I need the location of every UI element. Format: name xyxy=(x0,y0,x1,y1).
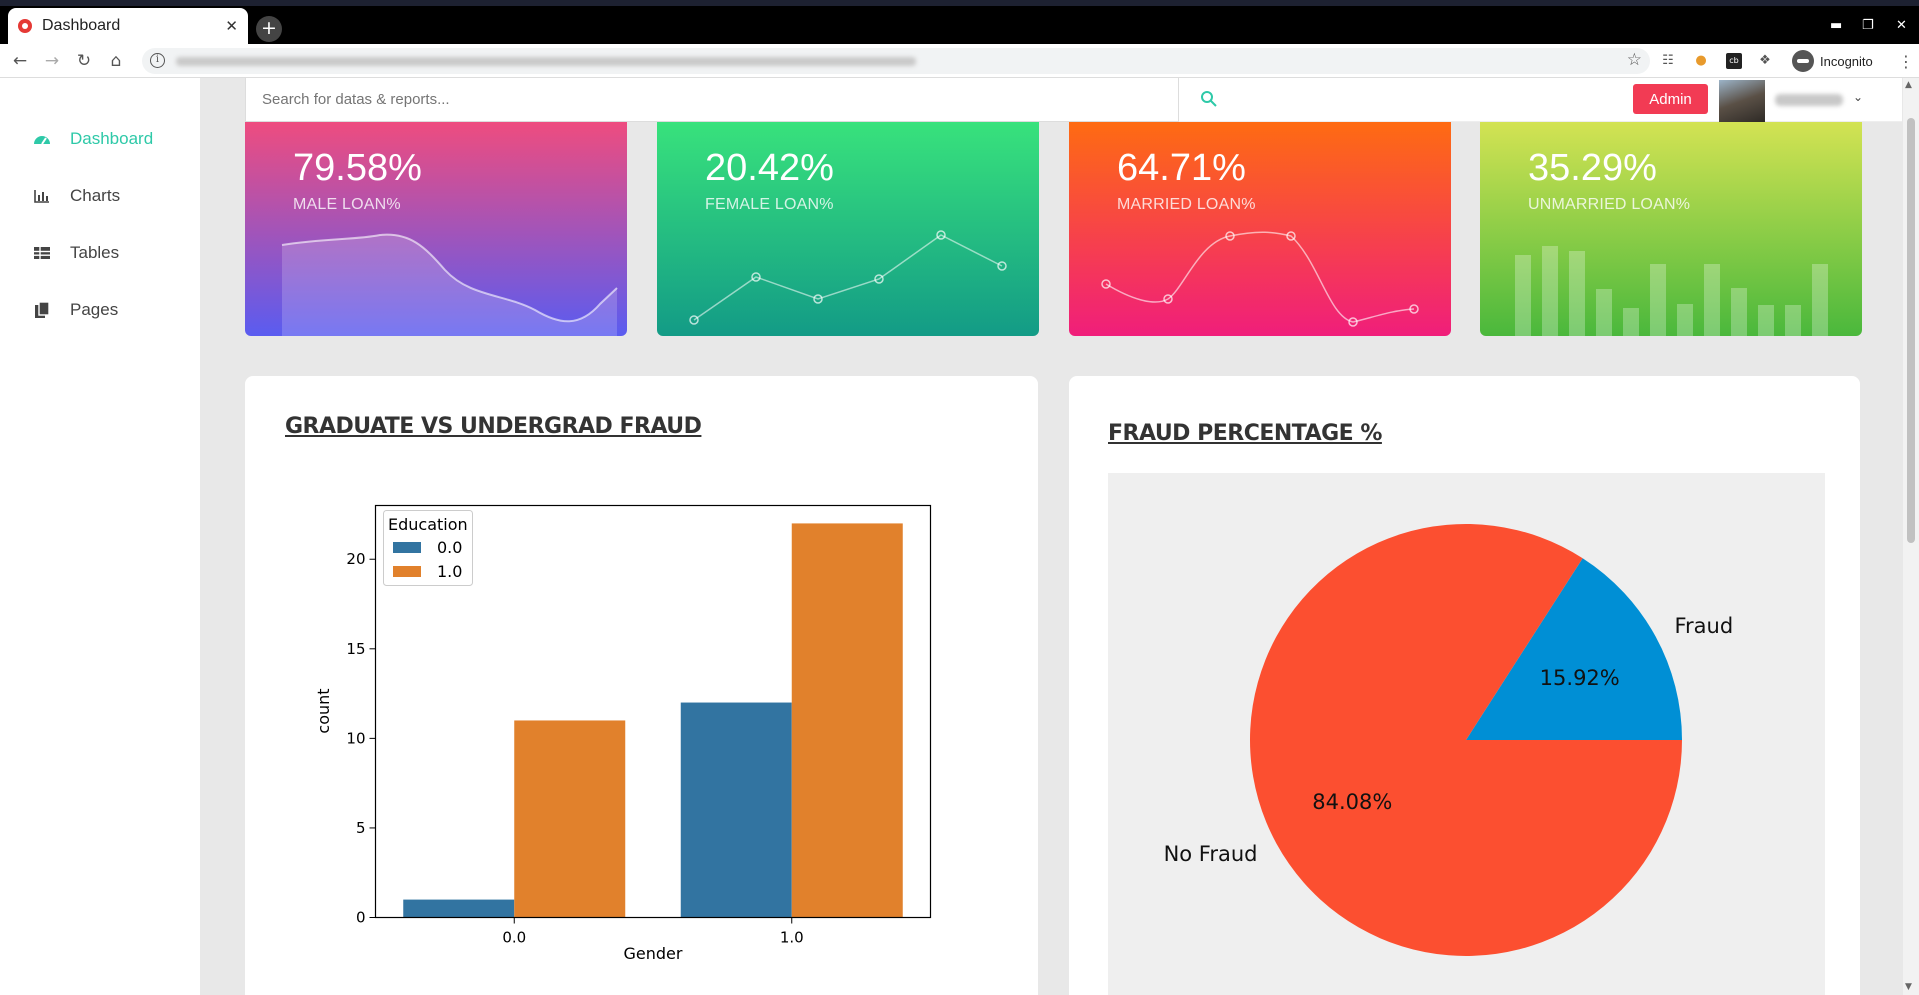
new-tab-button[interactable]: + xyxy=(256,16,282,42)
search-icon[interactable] xyxy=(1200,90,1218,108)
male-loan-sparkline xyxy=(281,233,618,336)
browser-tab[interactable]: Dashboard ✕ xyxy=(8,8,248,44)
table-icon xyxy=(34,247,50,259)
card-label: UNMARRIED LOAN% xyxy=(1528,196,1691,213)
sidebar-item-label: Dashboard xyxy=(70,129,154,148)
cookie-extension-icon[interactable]: ● xyxy=(1695,53,1707,68)
card-value: 20.42% xyxy=(705,147,834,189)
sidebar-item-label: Pages xyxy=(70,300,119,319)
y-tick-label: 20 xyxy=(346,550,365,568)
minimize-icon[interactable]: ▬ xyxy=(1830,18,1843,33)
pie-slice-no-fraud xyxy=(1250,524,1682,956)
bar-chart-icon xyxy=(34,190,49,203)
tab-title: Dashboard xyxy=(42,17,121,34)
sidebar-item-label: Tables xyxy=(70,243,120,262)
address-bar[interactable]: i ☆ xyxy=(142,48,1650,74)
fraud-percentage-panel: FRAUD PERCENTAGE % 15.92% Fraud 84.08% No F… xyxy=(1069,376,1860,995)
restore-icon[interactable]: ❐ xyxy=(1862,18,1874,33)
bar-0.0-1.0 xyxy=(680,702,792,918)
married-loan-sparkline xyxy=(1101,231,1419,327)
user-name-blurred[interactable] xyxy=(1775,94,1843,106)
bar-1.0-0.0 xyxy=(514,720,626,918)
address-url-blurred xyxy=(176,57,916,66)
stat-card-female-loan: 20.42% FEMALE LOAN% xyxy=(657,122,1039,336)
scroll-up-icon[interactable]: ▲ xyxy=(1905,80,1912,90)
card-label: MALE LOAN% xyxy=(293,196,401,213)
sidebar-item-pages[interactable]: Pages xyxy=(32,298,118,322)
stat-card-male-loan: 79.58% MALE LOAN% xyxy=(245,122,627,336)
search-input[interactable] xyxy=(245,78,1179,122)
avatar[interactable] xyxy=(1719,80,1765,122)
x-axis-label: Gender xyxy=(624,944,683,963)
browser-toolbar: ← → ↻ ⌂ i ☆ ☷ ● cb ❖ Incognito ⋮ xyxy=(0,44,1919,78)
sidebar-item-dashboard[interactable]: Dashboard xyxy=(32,127,153,151)
chevron-down-icon[interactable]: ⌄ xyxy=(1853,90,1864,104)
browser-menu-icon[interactable]: ⋮ xyxy=(1898,52,1914,71)
legend-label-0: 0.0 xyxy=(437,538,462,557)
scroll-down-icon[interactable]: ▼ xyxy=(1905,982,1912,992)
legend-swatch-0 xyxy=(393,542,421,553)
stat-card-married-loan: 64.71% MARRIED LOAN% xyxy=(1069,122,1451,336)
unmarried-loan-bars xyxy=(1515,246,1828,336)
legend-title: Education xyxy=(388,515,468,534)
bookmark-star-icon[interactable]: ☆ xyxy=(1626,50,1642,70)
card-value: 64.71% xyxy=(1117,147,1246,189)
graduate-fraud-panel: GRADUATE VS UNDERGRAD FRAUD 0 5 10 15 20 0.0… xyxy=(245,376,1038,995)
x-tick-label: 1.0 xyxy=(780,929,804,947)
pie-slice-fraud xyxy=(1466,558,1682,740)
card-label: MARRIED LOAN% xyxy=(1117,196,1256,213)
legend-label-1: 1.0 xyxy=(437,562,462,581)
card-label: FEMALE LOAN% xyxy=(705,196,834,213)
top-bar: Admin ⌄ xyxy=(245,78,1902,122)
opera-favicon-icon xyxy=(18,19,32,33)
puzzle-extension-icon[interactable]: ❖ xyxy=(1759,53,1771,68)
pie-category-label: Fraud xyxy=(1674,614,1733,638)
y-tick-label: 10 xyxy=(346,729,365,747)
sidebar-item-tables[interactable]: Tables xyxy=(32,241,119,265)
pie-chart: 15.92% Fraud 84.08% No Fraud xyxy=(1164,524,1733,956)
os-top-strip xyxy=(0,0,1919,6)
close-tab-icon[interactable]: ✕ xyxy=(225,17,238,35)
reload-icon[interactable]: ↻ xyxy=(76,51,92,71)
pie-pct-label: 15.92% xyxy=(1540,666,1620,690)
incognito-icon xyxy=(1792,50,1814,72)
back-icon[interactable]: ← xyxy=(12,51,28,71)
panel-title: GRADUATE VS UNDERGRAD FRAUD xyxy=(285,414,702,439)
y-tick-label: 5 xyxy=(356,819,366,837)
pie-pct-label: 84.08% xyxy=(1312,790,1392,814)
close-window-icon[interactable]: ✕ xyxy=(1896,18,1907,33)
dashboard-icon xyxy=(34,136,50,145)
incognito-label: Incognito xyxy=(1820,53,1873,69)
stat-card-unmarried-loan: 35.29% UNMARRIED LOAN% xyxy=(1480,122,1862,336)
y-tick-label: 0 xyxy=(356,909,366,927)
cb-extension-icon[interactable]: cb xyxy=(1726,53,1742,69)
female-loan-sparkline xyxy=(689,230,1007,325)
bar-chart: 0 5 10 15 20 0.0 1.0 Gender count Education 0… xyxy=(314,504,932,963)
sidebar: Dashboard Charts Tables Pages xyxy=(0,78,200,995)
sidebar-item-label: Charts xyxy=(70,186,121,205)
incognito-indicator[interactable]: Incognito xyxy=(1786,48,1879,74)
pie-category-label: No Fraud xyxy=(1164,842,1258,866)
browser-tab-bar: Dashboard ✕ + ▬ ❐ ✕ xyxy=(0,6,1919,44)
admin-button[interactable]: Admin xyxy=(1633,84,1708,114)
legend-swatch-1 xyxy=(393,566,421,577)
plot-frame xyxy=(374,504,932,919)
card-value: 35.29% xyxy=(1528,147,1657,189)
sidebar-item-charts[interactable]: Charts xyxy=(32,184,120,208)
y-tick-label: 15 xyxy=(346,640,365,658)
legend: Education 0.0 1.0 xyxy=(383,510,473,586)
card-value: 79.58% xyxy=(293,147,422,189)
x-tick-label: 0.0 xyxy=(502,929,526,947)
home-icon[interactable]: ⌂ xyxy=(110,51,122,71)
bar-1.0-1.0 xyxy=(791,523,903,918)
y-axis-label: count xyxy=(314,688,333,733)
panel-title: FRAUD PERCENTAGE % xyxy=(1108,421,1382,446)
forward-icon[interactable]: → xyxy=(44,51,60,71)
pages-icon xyxy=(35,301,50,318)
scrollbar-thumb[interactable] xyxy=(1907,118,1915,543)
bar-0.0-0.0 xyxy=(403,899,515,918)
globe-extension-icon[interactable]: ☷ xyxy=(1662,53,1674,68)
info-icon[interactable]: i xyxy=(150,53,165,68)
